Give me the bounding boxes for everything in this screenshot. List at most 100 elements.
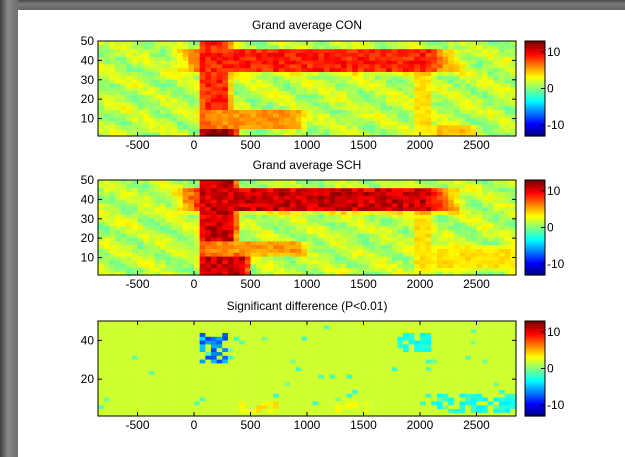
heatmap-cell bbox=[312, 332, 319, 337]
heatmap-cell bbox=[470, 67, 478, 72]
colorbar-step bbox=[525, 79, 545, 82]
heatmap-cell bbox=[448, 248, 455, 253]
heatmap-cell bbox=[171, 82, 178, 88]
heatmap-cell bbox=[431, 124, 438, 129]
heatmap-cell bbox=[352, 218, 359, 223]
heatmap-cell bbox=[323, 225, 331, 230]
heatmap-cell bbox=[171, 347, 178, 352]
heatmap-cell bbox=[476, 221, 483, 227]
heatmap-cell bbox=[307, 321, 314, 326]
heatmap-cell bbox=[244, 240, 252, 246]
heatmap-cell bbox=[374, 221, 382, 227]
heatmap-cell bbox=[199, 98, 206, 103]
heatmap-cell bbox=[126, 191, 133, 196]
heatmap-cell bbox=[109, 233, 116, 238]
heatmap-cell bbox=[154, 340, 161, 345]
heatmap-cell bbox=[143, 370, 150, 375]
heatmap-cell bbox=[267, 259, 274, 265]
heatmap-cell bbox=[318, 408, 325, 413]
heatmap-cell bbox=[442, 252, 449, 257]
heatmap-cell bbox=[335, 404, 342, 409]
heatmap-cell bbox=[143, 366, 150, 371]
heatmap-cell bbox=[188, 237, 195, 242]
heatmap-cell bbox=[459, 128, 466, 133]
heatmap-cell bbox=[352, 128, 359, 133]
heatmap-cell bbox=[380, 44, 387, 50]
heatmap-cell bbox=[476, 233, 483, 238]
heatmap-cell bbox=[160, 225, 167, 230]
heatmap-cell bbox=[98, 214, 105, 219]
heatmap-cell bbox=[103, 44, 110, 50]
heatmap-cell bbox=[250, 343, 257, 349]
heatmap-cell bbox=[431, 183, 438, 189]
heatmap-cell bbox=[261, 321, 269, 326]
heatmap-cell bbox=[188, 94, 195, 99]
heatmap-cell bbox=[239, 44, 246, 50]
heatmap-cell bbox=[363, 79, 370, 84]
heatmap-cell bbox=[154, 400, 161, 406]
heatmap-cell bbox=[194, 191, 201, 196]
heatmap-cell bbox=[199, 71, 206, 76]
heatmap-cell bbox=[182, 202, 189, 208]
heatmap-cell bbox=[216, 48, 223, 53]
heatmap-cell bbox=[210, 195, 218, 200]
heatmap-cell bbox=[448, 229, 455, 234]
heatmap-cell bbox=[414, 90, 421, 95]
heatmap-cell bbox=[256, 206, 263, 211]
heatmap-cell bbox=[318, 63, 325, 69]
heatmap-cell bbox=[98, 237, 105, 242]
heatmap-cell bbox=[408, 248, 415, 253]
heatmap-cell bbox=[137, 229, 144, 234]
heatmap-cell bbox=[284, 355, 291, 360]
heatmap-cell bbox=[290, 101, 297, 107]
heatmap-cell bbox=[98, 332, 105, 337]
heatmap-cell bbox=[114, 128, 122, 133]
heatmap-cell bbox=[210, 218, 218, 223]
heatmap-cell bbox=[216, 370, 223, 375]
colorbar-step bbox=[525, 227, 545, 230]
heatmap-cell bbox=[386, 195, 393, 200]
heatmap-cell bbox=[227, 180, 235, 185]
heatmap-cell bbox=[103, 256, 110, 261]
heatmap-cell bbox=[352, 210, 359, 215]
heatmap-cell bbox=[431, 199, 438, 204]
heatmap-cell bbox=[499, 221, 506, 227]
heatmap-cell bbox=[131, 347, 139, 352]
heatmap-cell bbox=[239, 332, 246, 337]
heatmap-cell bbox=[273, 90, 280, 95]
heatmap-cell bbox=[171, 67, 178, 72]
heatmap-cell bbox=[329, 191, 336, 196]
heatmap-cell bbox=[109, 82, 116, 88]
heatmap-cell bbox=[301, 267, 308, 272]
heatmap-cell bbox=[510, 117, 517, 122]
heatmap-cell bbox=[301, 195, 308, 200]
heatmap-cell bbox=[205, 332, 212, 337]
heatmap-cell bbox=[120, 336, 127, 341]
heatmap-cell bbox=[465, 225, 472, 230]
heatmap-cell bbox=[261, 343, 269, 349]
heatmap-cell bbox=[414, 187, 421, 192]
heatmap-cell bbox=[210, 240, 218, 246]
heatmap-cell bbox=[459, 109, 466, 114]
heatmap-cell bbox=[363, 101, 370, 107]
colorbar-step bbox=[525, 205, 545, 208]
heatmap-cell bbox=[284, 408, 291, 413]
heatmap-cell bbox=[205, 180, 212, 185]
heatmap-cell bbox=[419, 63, 427, 69]
heatmap-cell bbox=[510, 199, 517, 204]
heatmap-cell bbox=[369, 259, 376, 265]
heatmap-cell bbox=[194, 94, 201, 99]
heatmap-cell bbox=[391, 63, 398, 69]
heatmap-cell bbox=[244, 183, 252, 189]
heatmap-cell bbox=[126, 359, 133, 364]
heatmap-cell bbox=[290, 374, 297, 379]
heatmap-cell bbox=[103, 324, 110, 330]
heatmap-cell bbox=[227, 124, 235, 129]
heatmap-cell bbox=[307, 381, 314, 387]
heatmap-cell bbox=[109, 214, 116, 219]
heatmap-cell bbox=[346, 44, 353, 50]
heatmap-cell bbox=[397, 206, 404, 211]
heatmap-cell bbox=[448, 180, 455, 185]
heatmap-cell bbox=[403, 233, 410, 238]
heatmap-cell bbox=[109, 248, 116, 253]
